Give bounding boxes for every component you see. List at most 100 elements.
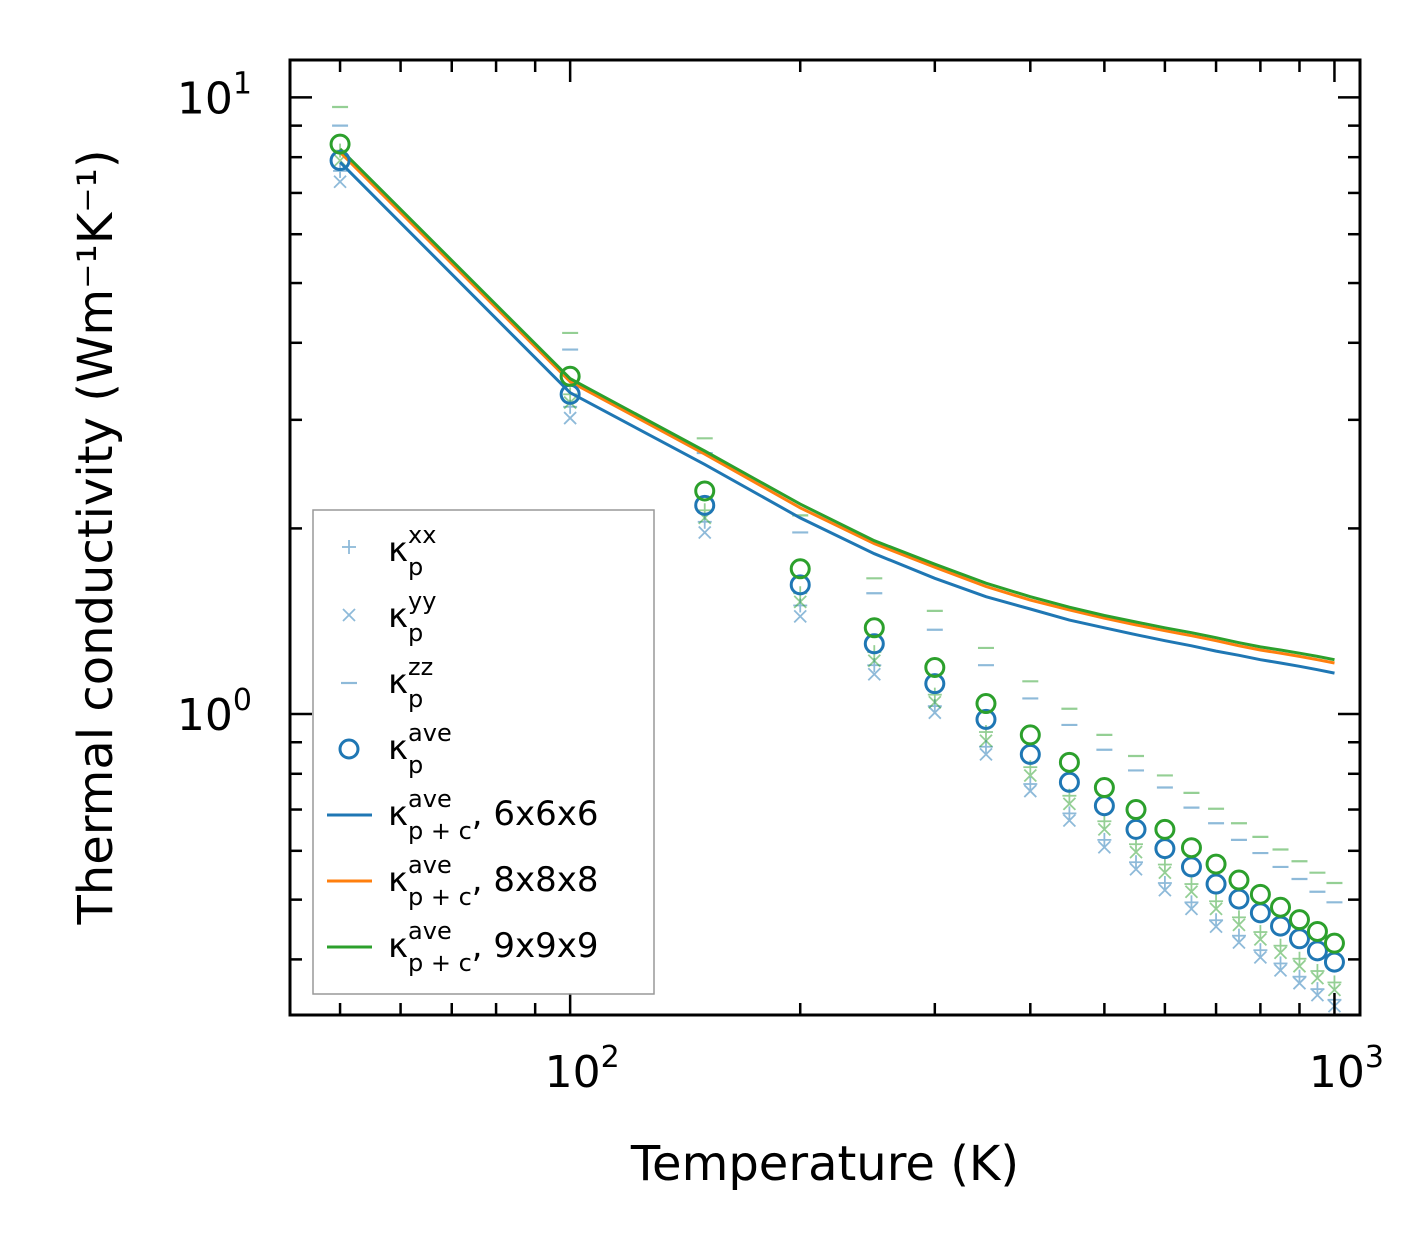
point-kave-9x9x9	[1228, 869, 1250, 891]
legend-entry: κxx p	[342, 521, 436, 581]
point-kave-9x9x9	[1180, 837, 1202, 859]
point-kyy-9x9x9	[1232, 918, 1246, 932]
point-kyy-9x9x9	[1292, 959, 1307, 973]
legend-entry: κave p + c, 9x9x9	[327, 917, 599, 977]
point-kyy-6x6x6	[333, 175, 347, 189]
x-tick-label: 103	[1309, 1040, 1384, 1098]
point-kave-9x9x9	[1270, 896, 1292, 918]
series-layer	[329, 105, 1345, 1013]
point-kyy-6x6x6	[1310, 988, 1325, 1002]
legend-label: κzz p	[388, 653, 433, 713]
point-kyy-9x9x9	[1253, 932, 1268, 947]
legend-label: κave p + c, 8x8x8	[388, 851, 599, 911]
point-kyy-6x6x6	[979, 747, 993, 762]
point-kyy-9x9x9	[1097, 822, 1112, 837]
point-kyy-6x6x6	[1209, 920, 1223, 934]
x-tick-label: 102	[545, 1040, 620, 1098]
point-kave-6x6x6	[329, 150, 351, 172]
line-kpc-6x6x6	[339, 161, 1335, 675]
point-kave-6x6x6	[1249, 902, 1271, 924]
point-kyy-6x6x6	[563, 411, 577, 425]
legend-entry: κave p	[338, 719, 452, 779]
line-kpc-8x8x8	[339, 151, 1335, 665]
line-kpc-9x9x9	[339, 147, 1335, 662]
point-kave-9x9x9	[1058, 751, 1080, 773]
point-kave-9x9x9	[789, 558, 811, 580]
point-kyy-6x6x6	[928, 706, 942, 720]
point-kave-9x9x9	[863, 617, 885, 639]
point-kave-6x6x6	[1306, 940, 1328, 962]
point-kyy-6x6x6	[1062, 813, 1077, 828]
point-kyy-6x6x6	[793, 609, 807, 624]
point-kave-9x9x9	[694, 480, 716, 502]
point-kyy-9x9x9	[1310, 971, 1325, 985]
point-kyy-6x6x6	[1097, 840, 1112, 854]
scatter-6x6x6	[332, 124, 1343, 1013]
legend-marker-x	[342, 608, 356, 622]
point-kyy-9x9x9	[928, 695, 942, 709]
point-kyy-9x9x9	[793, 595, 807, 609]
y-tick-label: 101	[177, 66, 252, 124]
y-axis-label: Thermal conductivity (Wm⁻¹K⁻¹)	[68, 149, 124, 925]
legend-entry: κzz p	[341, 653, 433, 713]
point-kave-6x6x6	[1270, 915, 1292, 937]
point-kave-9x9x9	[559, 365, 581, 387]
point-kyy-6x6x6	[1253, 950, 1268, 965]
point-kave-6x6x6	[789, 574, 811, 596]
point-kave-6x6x6	[863, 633, 885, 655]
point-kyy-6x6x6	[1232, 935, 1246, 950]
point-kyy-9x9x9	[1158, 866, 1172, 880]
point-kyy-9x9x9	[1327, 983, 1342, 997]
point-kyy-9x9x9	[1209, 902, 1223, 916]
point-kave-9x9x9	[1125, 799, 1147, 821]
legend-label: κave p + c, 9x9x9	[388, 917, 599, 977]
point-kyy-6x6x6	[1023, 784, 1037, 798]
point-kave-9x9x9	[975, 693, 997, 715]
legend-x-marker	[342, 608, 356, 622]
point-kyy-9x9x9	[1062, 797, 1077, 811]
point-kave-6x6x6	[1058, 771, 1080, 793]
legend-label: κave p	[388, 719, 452, 779]
point-kave-9x9x9	[1249, 883, 1271, 905]
point-kave-9x9x9	[1306, 920, 1328, 942]
legend-entry: κave p + c, 6x6x6	[327, 785, 599, 845]
point-kyy-9x9x9	[1273, 946, 1288, 960]
legend-box	[312, 509, 655, 995]
legend-marker-plus	[342, 540, 356, 554]
point-kave-9x9x9	[1205, 853, 1227, 875]
point-kyy-6x6x6	[1292, 976, 1307, 990]
point-kyy-9x9x9	[1184, 885, 1199, 899]
legend-circle-marker	[338, 738, 360, 760]
point-kave-6x6x6	[1205, 873, 1227, 895]
point-kave-9x9x9	[1019, 724, 1041, 746]
point-kyy-6x6x6	[1158, 883, 1172, 897]
point-kyy-6x6x6	[867, 667, 881, 681]
point-kyy-6x6x6	[1273, 963, 1288, 977]
point-kyy-9x9x9	[867, 654, 881, 668]
legend-entry: κave p + c, 8x8x8	[327, 851, 599, 911]
point-kave-6x6x6	[975, 708, 997, 730]
point-kave-6x6x6	[1180, 856, 1202, 878]
point-kyy-6x6x6	[698, 525, 712, 540]
point-kave-6x6x6	[694, 494, 716, 516]
point-kyy-6x6x6	[1129, 862, 1143, 876]
x-axis-label: Temperature (K)	[630, 1136, 1019, 1192]
point-kave-9x9x9	[1093, 777, 1115, 799]
point-kyy-9x9x9	[1023, 768, 1037, 783]
point-kave-6x6x6	[1093, 795, 1115, 817]
legend-entry: κyy p	[342, 587, 436, 647]
point-kave-9x9x9	[1154, 818, 1176, 840]
legend-label: κave p + c, 6x6x6	[388, 785, 599, 845]
legend-label: κxx p	[388, 521, 436, 581]
point-kyy-6x6x6	[1184, 902, 1199, 916]
point-kave-9x9x9	[1323, 932, 1345, 954]
point-kave-6x6x6	[1154, 838, 1176, 860]
point-kave-9x9x9	[329, 133, 351, 155]
legend-label: κyy p	[388, 587, 436, 647]
point-kave-6x6x6	[1323, 951, 1345, 973]
point-kave-9x9x9	[924, 656, 946, 678]
plot-frame	[288, 58, 1362, 1017]
point-kave-6x6x6	[1019, 743, 1041, 765]
